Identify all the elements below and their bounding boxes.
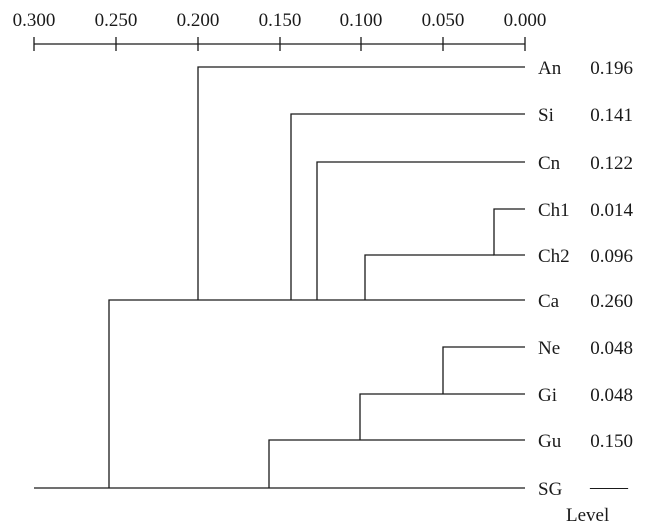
leaf-name: Ch1 xyxy=(538,200,570,221)
leaf-value: 0.260 xyxy=(590,291,633,312)
leaf-labels: An 0.196 Si 0.141 Cn 0.122 Ch1 0.014 Ch2… xyxy=(538,58,634,500)
leaf-value: 0.014 xyxy=(590,200,633,221)
branch-ca xyxy=(108,299,525,488)
leaf-value: 0.048 xyxy=(590,338,633,359)
level-label: Level xyxy=(566,505,609,526)
branch-si xyxy=(290,113,525,300)
branch-cn xyxy=(316,161,525,300)
scale-tick-label: 0.200 xyxy=(177,10,220,31)
branch-ch-cluster xyxy=(364,254,494,300)
leaf-value: 0.048 xyxy=(590,385,633,406)
leaf-name: SG xyxy=(538,479,563,500)
distance-scale: 0.300 0.250 0.200 0.150 0.100 0.050 0.00… xyxy=(13,10,547,51)
leaf-name: Ca xyxy=(538,291,560,312)
leaf-value: 0.122 xyxy=(590,153,633,174)
scale-tick-label: 0.250 xyxy=(95,10,138,31)
leaf-name: An xyxy=(538,58,562,79)
leaf-name: Gu xyxy=(538,431,562,452)
tree-branches xyxy=(34,66,525,489)
scale-tick-label: 0.100 xyxy=(340,10,383,31)
branch-ch1-ch2 xyxy=(493,208,525,256)
leaf-value: 0.150 xyxy=(590,431,633,452)
scale-tick-label: 0.000 xyxy=(504,10,547,31)
branch-an xyxy=(197,66,525,300)
branch-gi xyxy=(359,393,525,440)
leaf-value: —— xyxy=(589,477,629,498)
branch-gu xyxy=(268,439,525,488)
leaf-value: 0.196 xyxy=(590,58,633,79)
leaf-name: Ch2 xyxy=(538,246,570,267)
branch-ne-gi xyxy=(442,346,525,394)
leaf-value: 0.141 xyxy=(590,105,633,126)
leaf-value: 0.096 xyxy=(590,246,633,267)
leaf-name: Ne xyxy=(538,338,560,359)
leaf-name: Si xyxy=(538,105,554,126)
scale-tick-label: 0.300 xyxy=(13,10,56,31)
leaf-name: Gi xyxy=(538,385,557,406)
scale-tick-label: 0.050 xyxy=(422,10,465,31)
leaf-name: Cn xyxy=(538,153,561,174)
scale-tick-label: 0.150 xyxy=(259,10,302,31)
